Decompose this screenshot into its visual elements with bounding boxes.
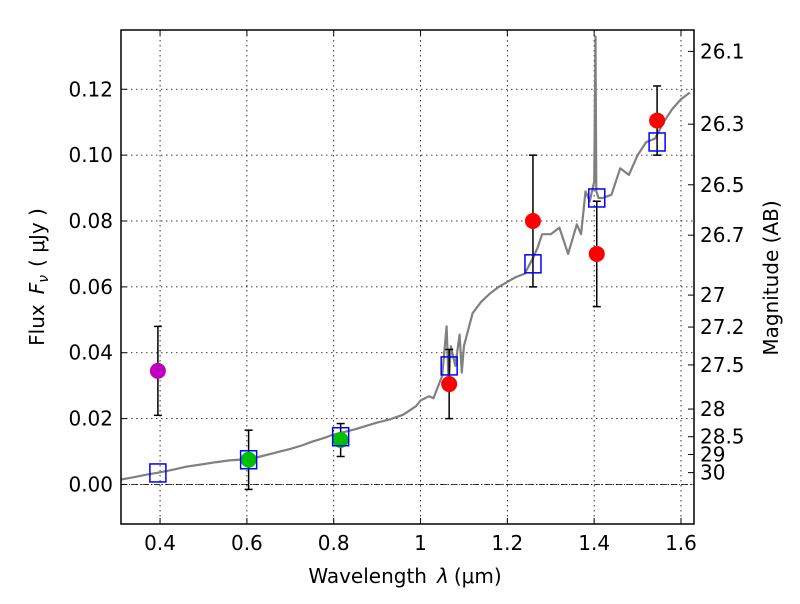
- x-tick-label: 1: [414, 531, 427, 555]
- photometry-point: [332, 432, 349, 449]
- x-tick-labels: 0.4 0.6 0.8 1 1.2 1.4 1.6: [144, 531, 697, 555]
- y-tick-label: 0.08: [68, 209, 113, 233]
- photometry-point: [649, 112, 666, 129]
- y-tick-label: 0.04: [68, 341, 113, 365]
- model-square: [239, 450, 258, 470]
- y-tick-label: 0.02: [68, 407, 113, 431]
- x-tick-label: 1.6: [665, 531, 697, 555]
- magnitude-tick-label: 26.7: [700, 223, 745, 247]
- x-tick-label: 1.4: [578, 531, 610, 555]
- magnitude-tick-label: 26.3: [700, 112, 745, 136]
- y-tick-label: 0.10: [68, 143, 113, 167]
- x-axis-title: Wavelength λ (μm): [308, 564, 501, 588]
- magnitude-tick-label: 27.2: [700, 315, 745, 339]
- model-square: [440, 356, 458, 376]
- model-square: [331, 426, 350, 447]
- x-tick-label: 0.8: [318, 531, 350, 555]
- magnitude-tick-label: 30: [700, 461, 725, 485]
- y-tick-labels: 0.00 0.02 0.04 0.06 0.08 0.10 0.12: [68, 77, 113, 496]
- magnitude-tick-label: 27: [700, 283, 725, 307]
- axis-ticks: [121, 30, 694, 524]
- magnitude-tick-label: 27.5: [700, 353, 745, 377]
- error-bars: [153, 85, 662, 491]
- photometry-point: [441, 376, 458, 393]
- model-square: [648, 132, 666, 152]
- y-axis-title: FluxFν( μJy ): [25, 208, 52, 346]
- magnitude-tick-label: 29: [700, 443, 725, 467]
- photometry-point: [149, 362, 166, 379]
- y2-axis-title: Magnitude (AB): [759, 200, 783, 355]
- magnitude-tick-label: 28.5: [700, 425, 745, 449]
- magnitude-tick-label: 26.5: [700, 173, 745, 197]
- model-square: [149, 463, 167, 483]
- spectrum-line: [120, 35, 691, 481]
- y-tick-label: 0.00: [68, 472, 113, 496]
- photometry-points: [149, 112, 666, 468]
- x-tick-label: 1.2: [491, 531, 523, 555]
- magnitude-tick-label: 28: [700, 397, 725, 421]
- photometry-point: [524, 213, 541, 230]
- photometry-point: [588, 245, 605, 262]
- y-tick-label: 0.06: [68, 275, 113, 299]
- plot-frame: [120, 29, 695, 525]
- x-tick-label: 0.4: [144, 531, 176, 555]
- model-square: [588, 188, 606, 208]
- model-photometry-points: [149, 132, 666, 483]
- grid-lines: [121, 30, 694, 524]
- model-square: [524, 254, 542, 274]
- magnitude-tick-label: 26.1: [700, 39, 745, 63]
- x-tick-label: 0.6: [231, 531, 263, 555]
- photometry-point: [240, 451, 257, 468]
- spectrum-series: [120, 35, 691, 481]
- y-tick-label: 0.12: [68, 77, 113, 101]
